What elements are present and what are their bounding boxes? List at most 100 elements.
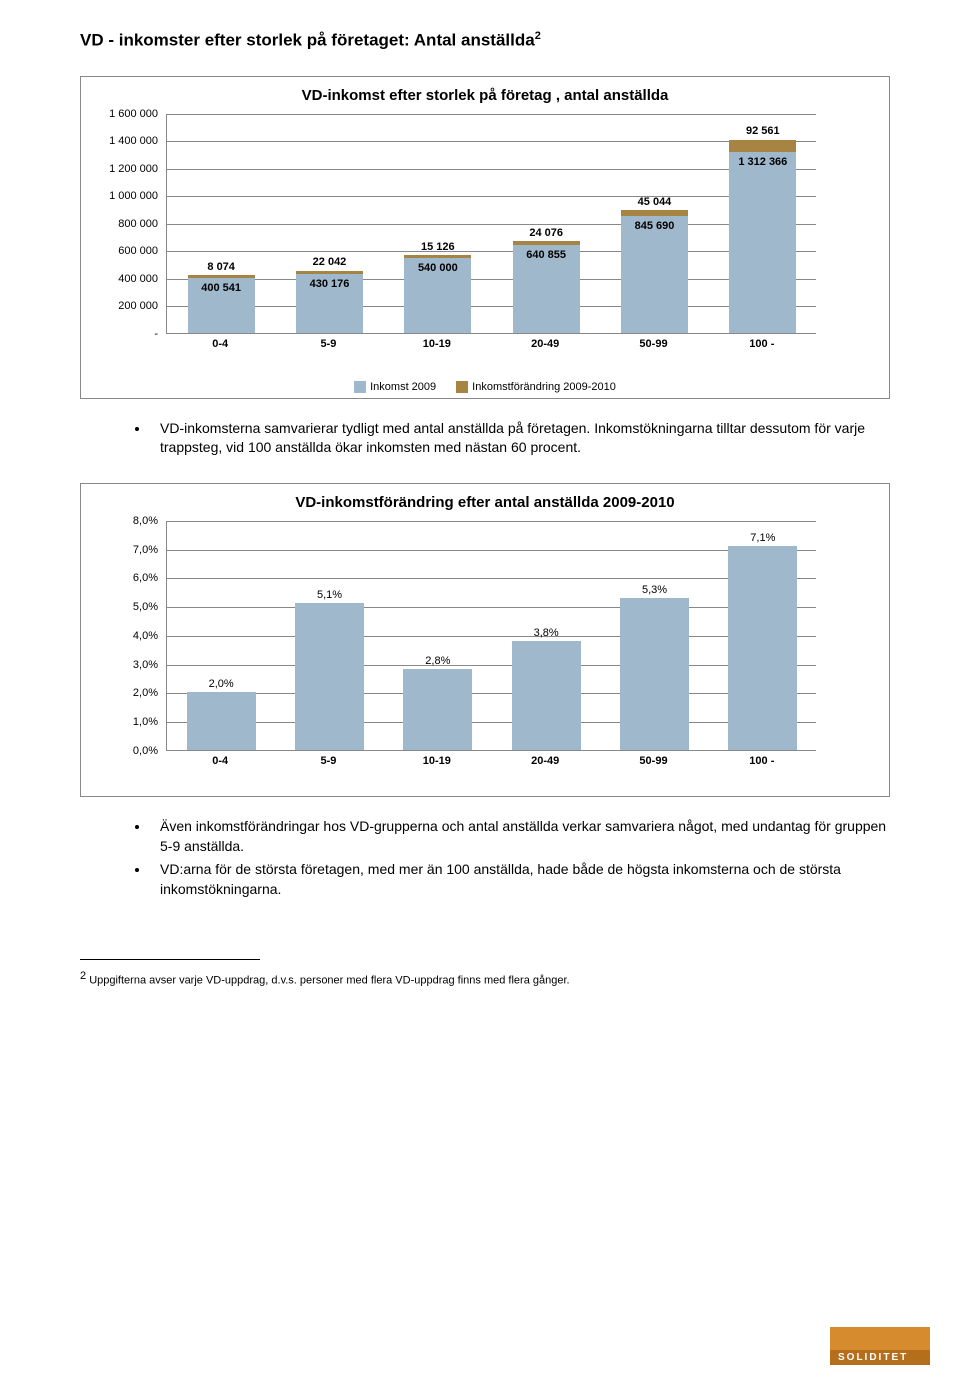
y-axis-label: 600 000 [96,245,158,257]
x-axis-label: 50-99 [599,755,707,767]
logo-stripe: SOLIDITET [830,1350,930,1365]
bar-segment-base [729,152,796,332]
bar-value: 5,3% [620,584,689,596]
bar-value-top: 45 044 [621,196,688,208]
x-axis-label: 10-19 [383,755,491,767]
chart1-xlabels: 0-45-910-1920-4950-99100 - [166,334,816,354]
title-sup: 2 [535,30,541,42]
bullets-1: VD-inkomsterna samvarierar tydligt med a… [150,419,890,458]
chart1-plot: 400 5418 074430 17622 042540 00015 12664… [166,114,816,334]
legend-item: Inkomstförändring 2009-2010 [456,381,616,393]
bar-value: 7,1% [728,532,797,544]
bar-value-top: 22 042 [296,256,363,268]
y-axis-label: 1 400 000 [96,135,158,147]
y-axis-label: 800 000 [96,218,158,230]
y-axis-label: - [96,328,158,340]
y-axis-label: 2,0% [96,687,158,699]
gridline [167,306,816,307]
bar: 640 85524 076 [513,241,580,332]
footer-logo: SOLIDITET [830,1327,930,1365]
gridline [167,636,816,637]
gridline [167,693,816,694]
gridline [167,665,816,666]
legend-swatch [456,381,468,393]
bar: 5,1% [295,603,364,750]
bar-value-base: 430 176 [296,278,363,290]
gridline [167,578,816,579]
gridline [167,279,816,280]
y-axis-label: 6,0% [96,572,158,584]
x-axis-label: 5-9 [274,755,382,767]
bar: 2,8% [403,669,472,750]
bar: 845 69045 044 [621,210,688,332]
chart-income-stacked: VD-inkomst efter storlek på företag , an… [80,76,890,399]
legend-label: Inkomstförändring 2009-2010 [472,381,616,393]
gridline [167,550,816,551]
gridline [167,607,816,608]
bar-value-base: 400 541 [188,282,255,294]
bar-segment-base [621,216,688,332]
bar-value-base: 540 000 [404,262,471,274]
bar: 7,1% [728,546,797,750]
logo-text: SOLIDITET [838,1352,908,1363]
title-text: VD - inkomster efter storlek på företage… [80,31,535,50]
bar-value: 2,0% [187,678,256,690]
gridline [167,251,816,252]
bar: 400 5418 074 [188,276,255,332]
chart2-xlabels: 0-45-910-1920-4950-99100 - [166,751,816,771]
bar-value-base: 845 690 [621,220,688,232]
chart-income-change: VD-inkomstförändring efter antal anställ… [80,483,890,797]
bar-segment-top [621,210,688,216]
legend-swatch [354,381,366,393]
bar: 1 312 36692 561 [729,139,796,332]
chart1-area: 400 5418 074430 17622 042540 00015 12664… [96,114,874,356]
footnote-separator [80,959,260,960]
bullets-2: Även inkomstförändringar hos VD-gruppern… [150,817,890,899]
bar: 3,8% [512,641,581,750]
y-axis-label: 1 600 000 [96,108,158,120]
legend-label: Inkomst 2009 [370,381,436,393]
logo-box: SOLIDITET [830,1327,930,1365]
y-axis-label: 5,0% [96,601,158,613]
bar-segment-top [729,140,796,153]
gridline [167,114,816,115]
page: VD - inkomster efter storlek på företage… [0,0,960,1380]
y-axis-label: 1 000 000 [96,190,158,202]
y-axis-label: 7,0% [96,544,158,556]
gridline [167,224,816,225]
x-axis-label: 0-4 [166,338,274,350]
x-axis-label: 5-9 [274,338,382,350]
y-axis-label: 8,0% [96,515,158,527]
chart1-title: VD-inkomst efter storlek på företag , an… [96,87,874,104]
y-axis-label: 200 000 [96,300,158,312]
gridline [167,521,816,522]
chart1-legend: Inkomst 2009 Inkomstförändring 2009-2010 [96,381,874,393]
bar-value-top: 92 561 [729,125,796,137]
bar-value: 2,8% [403,655,472,667]
x-axis-label: 50-99 [599,338,707,350]
legend-item: Inkomst 2009 [354,381,436,393]
gridline [167,196,816,197]
gridline [167,722,816,723]
bar: 430 17622 042 [296,270,363,332]
bar-segment-top [404,255,471,258]
y-axis-label: 400 000 [96,273,158,285]
bar: 5,3% [620,598,689,750]
y-axis-label: 0,0% [96,745,158,757]
page-title: VD - inkomster efter storlek på företage… [80,30,890,51]
bar-value-base: 1 312 366 [729,156,796,168]
gridline [167,141,816,142]
x-axis-label: 20-49 [491,338,599,350]
x-axis-label: 20-49 [491,755,599,767]
bar-value-top: 24 076 [513,227,580,239]
bar-value: 5,1% [295,589,364,601]
bar: 540 00015 126 [404,256,471,332]
bar-segment-top [188,275,255,278]
gridline [167,169,816,170]
bar-value: 3,8% [512,627,581,639]
footnote: 2 Uppgifterna avser varje VD-uppdrag, d.… [80,970,890,987]
footnote-text: Uppgifterna avser varje VD-uppdrag, d.v.… [89,975,569,987]
x-axis-label: 100 - [708,338,816,350]
bar: 2,0% [187,692,256,750]
chart2-plot: 2,0% 5,1% 2,8% 3,8% 5,3% 7,1% [166,521,816,751]
